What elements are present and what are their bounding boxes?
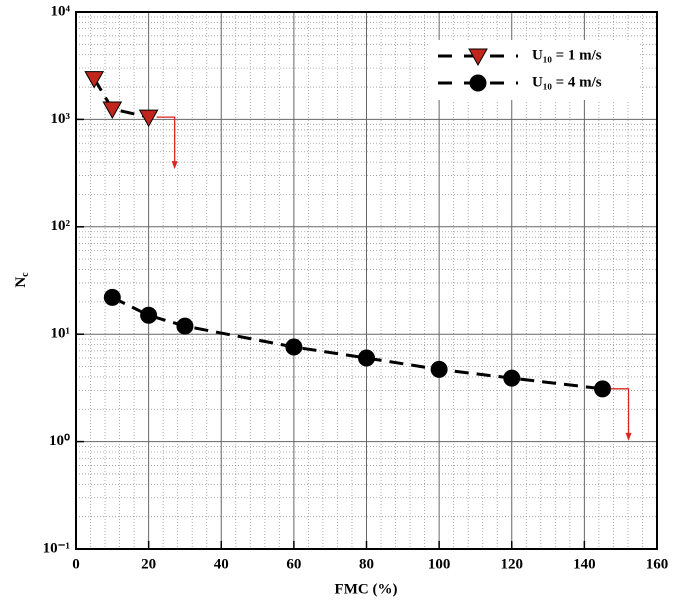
x-tick-label: 160 xyxy=(646,556,669,572)
x-tick-label: 60 xyxy=(286,556,301,572)
circle-marker xyxy=(103,288,121,306)
legend-label: U₁₀ = 4 m/s xyxy=(532,74,602,90)
y-axis-label-sub: c xyxy=(20,272,31,277)
continuation-arrow xyxy=(156,116,176,166)
y-tick-label: 10⁴ xyxy=(51,3,71,19)
circle-marker xyxy=(140,306,158,324)
y-tick-label: 10⁻¹ xyxy=(43,540,70,556)
plot-frame xyxy=(75,11,658,550)
y-axis-label: Nc xyxy=(13,272,31,288)
legend-label: U₁₀ = 1 m/s xyxy=(532,47,602,63)
circle-marker xyxy=(285,338,303,356)
triangle-marker xyxy=(102,101,123,120)
y-axis-label-base: N xyxy=(13,277,29,288)
circle-marker xyxy=(594,380,612,398)
y-tick-label: 10² xyxy=(51,218,71,234)
x-tick-label: 40 xyxy=(214,556,229,572)
circle-marker xyxy=(503,369,521,387)
x-tick-label: 20 xyxy=(141,556,156,572)
triangle-marker xyxy=(138,109,159,128)
legend-marker xyxy=(469,74,487,92)
continuation-arrow xyxy=(610,388,630,437)
triangle-marker xyxy=(84,71,105,89)
circle-marker xyxy=(358,349,375,367)
x-axis-label: FMC (%) xyxy=(335,581,398,597)
legend-marker xyxy=(468,48,488,67)
circle-marker xyxy=(176,317,194,335)
series-line xyxy=(111,296,603,391)
x-tick-label: 0 xyxy=(72,556,80,572)
y-tick-label: 10³ xyxy=(51,111,71,127)
x-tick-label: 140 xyxy=(573,556,596,572)
y-tick-label: 10⁰ xyxy=(49,433,70,449)
arrow-head xyxy=(171,161,178,170)
arrow-head xyxy=(625,432,632,441)
legend-box xyxy=(428,40,640,100)
x-tick-label: 120 xyxy=(501,556,524,572)
y-tick-label: 10¹ xyxy=(51,326,71,342)
x-tick-label: 80 xyxy=(359,556,374,572)
x-tick-label: 100 xyxy=(428,556,451,572)
circle-marker xyxy=(430,360,448,378)
